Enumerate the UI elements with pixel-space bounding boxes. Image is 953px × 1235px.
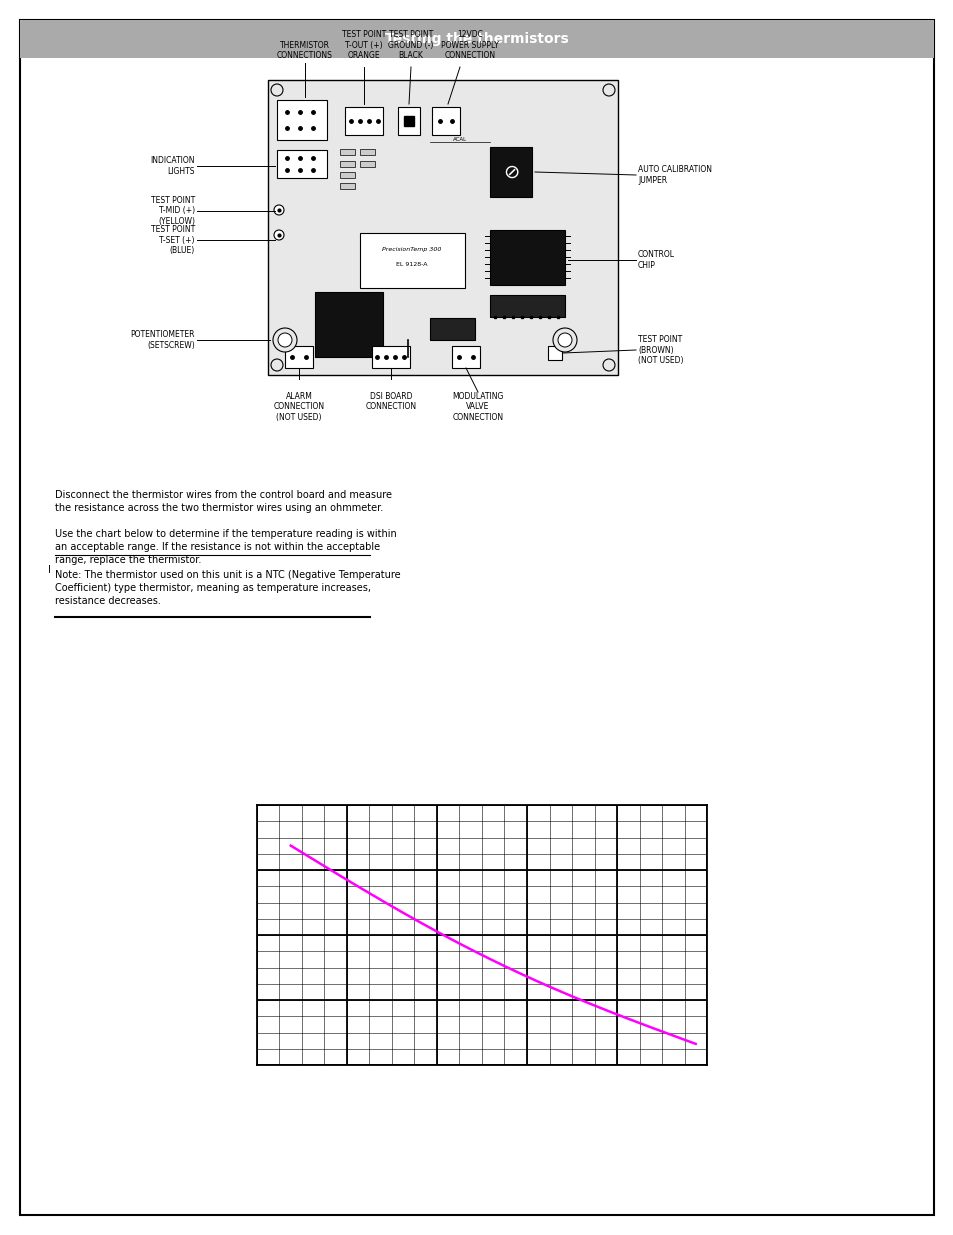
Text: DSI BOARD
CONNECTION: DSI BOARD CONNECTION bbox=[365, 391, 416, 411]
Text: resistance decreases.: resistance decreases. bbox=[55, 597, 161, 606]
Bar bbox=[547, 346, 561, 359]
Bar bbox=[490, 147, 532, 198]
Circle shape bbox=[273, 329, 296, 352]
Text: AUTO CALIBRATION
JUMPER: AUTO CALIBRATION JUMPER bbox=[638, 165, 711, 185]
Bar bbox=[339, 161, 355, 167]
Text: I: I bbox=[48, 564, 51, 576]
Bar bbox=[339, 183, 355, 189]
Bar bbox=[359, 161, 375, 167]
Text: ALARM
CONNECTION
(NOT USED): ALARM CONNECTION (NOT USED) bbox=[274, 391, 324, 422]
Text: TEST POINT
(BROWN)
(NOT USED): TEST POINT (BROWN) (NOT USED) bbox=[638, 335, 682, 364]
Bar bbox=[345, 107, 382, 135]
Text: 12VDC
POWER SUPPLY
CONNECTION: 12VDC POWER SUPPLY CONNECTION bbox=[440, 30, 498, 61]
Bar bbox=[276, 149, 327, 178]
Bar bbox=[268, 80, 618, 375]
Circle shape bbox=[274, 230, 284, 240]
Text: the resistance across the two thermistor wires using an ohmmeter.: the resistance across the two thermistor… bbox=[55, 503, 383, 513]
Bar bbox=[276, 100, 327, 140]
Text: Coefficient) type thermistor, meaning as temperature increases,: Coefficient) type thermistor, meaning as… bbox=[55, 583, 371, 593]
Text: TEST POINT
T-MID (+)
(YELLOW): TEST POINT T-MID (+) (YELLOW) bbox=[151, 196, 194, 226]
Bar bbox=[452, 346, 479, 368]
Text: Note: The thermistor used on this unit is a NTC (Negative Temperature: Note: The thermistor used on this unit i… bbox=[55, 571, 400, 580]
Text: THERMISTOR
CONNECTIONS: THERMISTOR CONNECTIONS bbox=[276, 41, 333, 61]
Text: TEST POINT
GROUND (-)
BLACK: TEST POINT GROUND (-) BLACK bbox=[388, 30, 434, 61]
Circle shape bbox=[558, 333, 572, 347]
Text: TEST POINT
T-OUT (+)
ORANGE: TEST POINT T-OUT (+) ORANGE bbox=[341, 30, 386, 61]
Text: CONTROL
CHIP: CONTROL CHIP bbox=[638, 251, 675, 269]
Circle shape bbox=[271, 84, 283, 96]
Bar bbox=[490, 230, 564, 285]
Text: Use the chart below to determine if the temperature reading is within: Use the chart below to determine if the … bbox=[55, 529, 396, 538]
Bar bbox=[314, 291, 382, 357]
Text: EL 9128-A: EL 9128-A bbox=[395, 262, 427, 267]
Bar bbox=[359, 149, 375, 156]
Bar bbox=[20, 20, 933, 58]
Text: POTENTIOMETER
(SETSCREW): POTENTIOMETER (SETSCREW) bbox=[131, 330, 194, 350]
Bar bbox=[285, 346, 313, 368]
Bar bbox=[339, 149, 355, 156]
Text: INDICATION
LIGHTS: INDICATION LIGHTS bbox=[151, 157, 194, 175]
Circle shape bbox=[271, 359, 283, 370]
Circle shape bbox=[553, 329, 577, 352]
Text: MODULATING
VALVE
CONNECTION: MODULATING VALVE CONNECTION bbox=[452, 391, 503, 422]
Circle shape bbox=[274, 205, 284, 215]
Bar bbox=[359, 233, 464, 288]
Bar bbox=[490, 295, 564, 317]
Text: range, replace the thermistor.: range, replace the thermistor. bbox=[55, 555, 201, 564]
Circle shape bbox=[602, 359, 615, 370]
Text: an acceptable range. If the resistance is not within the acceptable: an acceptable range. If the resistance i… bbox=[55, 542, 379, 552]
Text: Testing the thermistors: Testing the thermistors bbox=[385, 32, 568, 46]
Text: ACAL: ACAL bbox=[453, 137, 467, 142]
Text: Disconnect the thermistor wires from the control board and measure: Disconnect the thermistor wires from the… bbox=[55, 490, 392, 500]
Bar bbox=[339, 172, 355, 178]
Bar bbox=[432, 107, 459, 135]
Text: TEST POINT
T-SET (+)
(BLUE): TEST POINT T-SET (+) (BLUE) bbox=[151, 225, 194, 254]
Text: PrecisionTemp 300: PrecisionTemp 300 bbox=[382, 247, 441, 252]
Bar bbox=[372, 346, 410, 368]
Circle shape bbox=[277, 333, 292, 347]
Bar bbox=[397, 107, 419, 135]
Text: ⊘: ⊘ bbox=[502, 163, 518, 182]
Bar bbox=[430, 317, 475, 340]
Circle shape bbox=[602, 84, 615, 96]
